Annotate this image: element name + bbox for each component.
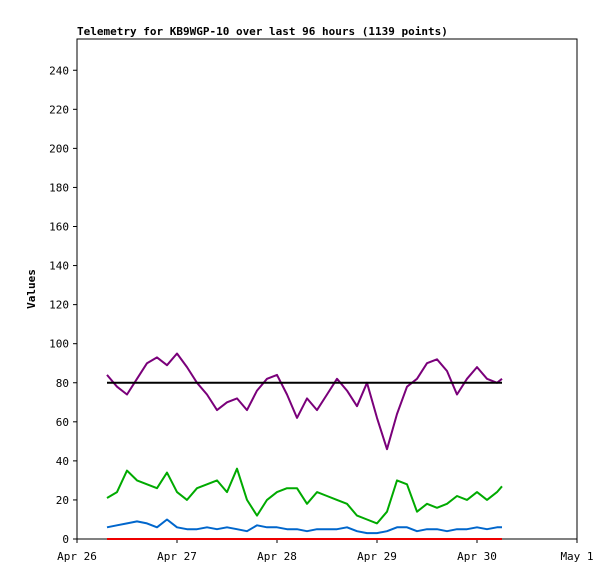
y-tick-label: 180 [49, 181, 69, 194]
y-tick-label: 20 [56, 494, 69, 507]
y-tick-label: 100 [49, 338, 69, 351]
y-axis-ticks: 0 20 40 60 80 100 120 140 160 180 200 220 240 [49, 64, 77, 546]
chart-title: Telemetry for KB9WGP-10 over last 96 hou… [77, 25, 448, 38]
y-tick-label: 80 [56, 377, 69, 390]
y-tick-label: 200 [49, 142, 69, 155]
plot-frame [76, 38, 578, 540]
x-tick-label: Apr 28 [257, 550, 297, 563]
y-tick-label: 120 [49, 299, 69, 312]
series-line-3 [106, 518, 502, 535]
y-tick-label: 240 [49, 64, 69, 77]
y-tick-label: 40 [56, 455, 69, 468]
x-axis-ticks: Apr 26 Apr 27 Apr 28 Apr 29 Apr 30 May 1 [57, 539, 594, 563]
x-tick-label: Apr 27 [157, 550, 197, 563]
x-tick-label: Apr 30 [457, 550, 497, 563]
x-tick-label: May 1 [560, 550, 593, 563]
y-tick-label: 220 [49, 103, 69, 116]
y-tick-label: 60 [56, 416, 69, 429]
series-line-2 [106, 467, 503, 525]
series-line-0 [106, 352, 503, 451]
series-lines [106, 352, 503, 540]
y-tick-label: 160 [49, 221, 69, 234]
y-tick-label: 140 [49, 260, 69, 273]
x-tick-label: Apr 26 [57, 550, 97, 563]
y-tick-label: 0 [62, 533, 69, 546]
x-tick-label: Apr 29 [357, 550, 397, 563]
y-axis-label: Values [25, 269, 38, 309]
